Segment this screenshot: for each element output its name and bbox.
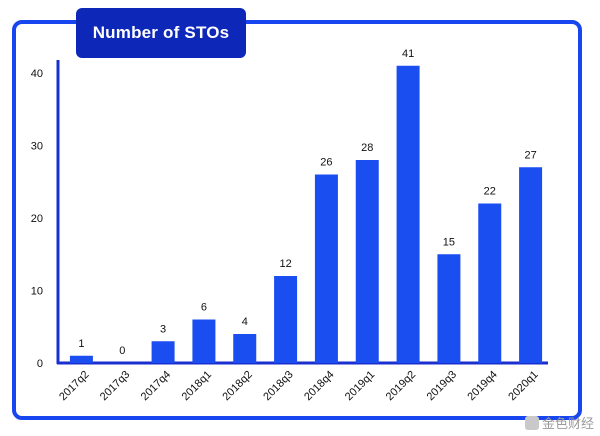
x-tick-label: 2017q4 bbox=[139, 369, 173, 403]
bar bbox=[437, 254, 461, 363]
y-tick-label: 20 bbox=[31, 213, 43, 225]
bar bbox=[151, 341, 175, 363]
bar bbox=[192, 319, 216, 363]
bar bbox=[478, 203, 502, 363]
data-label: 15 bbox=[443, 236, 455, 248]
x-tick-label: 2018q1 bbox=[180, 369, 214, 403]
y-tick-label: 30 bbox=[31, 141, 43, 153]
watermark-logo-icon bbox=[524, 415, 539, 430]
watermark: 金色财经 bbox=[524, 413, 594, 432]
bar bbox=[233, 334, 257, 363]
chart-title: Number of STOs bbox=[76, 8, 246, 58]
bar bbox=[314, 174, 338, 363]
x-tick-label: 2019q4 bbox=[465, 369, 499, 403]
x-tick-label: 2020q1 bbox=[506, 369, 540, 403]
data-label: 27 bbox=[524, 149, 536, 161]
bar bbox=[69, 355, 93, 363]
bar bbox=[396, 65, 420, 363]
y-tick-label: 40 bbox=[31, 68, 43, 80]
bar bbox=[274, 276, 298, 363]
x-tick-label: 2017q2 bbox=[57, 369, 91, 403]
data-label: 26 bbox=[320, 157, 332, 169]
x-tick-label: 2018q2 bbox=[220, 369, 254, 403]
x-tick-label: 2017q3 bbox=[98, 369, 132, 403]
data-label: 1 bbox=[78, 338, 84, 350]
data-label: 12 bbox=[279, 258, 291, 270]
bar bbox=[519, 167, 543, 363]
data-label: 3 bbox=[160, 323, 166, 335]
x-tick-label: 2018q3 bbox=[261, 369, 295, 403]
data-label: 6 bbox=[201, 302, 207, 314]
data-label: 0 bbox=[119, 345, 125, 357]
data-label: 22 bbox=[484, 186, 496, 198]
watermark-text: 金色财经 bbox=[541, 417, 594, 432]
x-tick-label: 2019q1 bbox=[343, 369, 377, 403]
x-tick-label: 2018q4 bbox=[302, 369, 336, 403]
data-label: 28 bbox=[361, 142, 373, 154]
x-tick-label: 2019q2 bbox=[384, 369, 418, 403]
bar bbox=[355, 160, 379, 363]
y-tick-label: 10 bbox=[31, 286, 43, 298]
x-tick-label: 2019q3 bbox=[425, 369, 459, 403]
data-label: 4 bbox=[242, 316, 248, 328]
data-label: 41 bbox=[402, 48, 414, 60]
y-tick-label: 0 bbox=[37, 358, 43, 370]
